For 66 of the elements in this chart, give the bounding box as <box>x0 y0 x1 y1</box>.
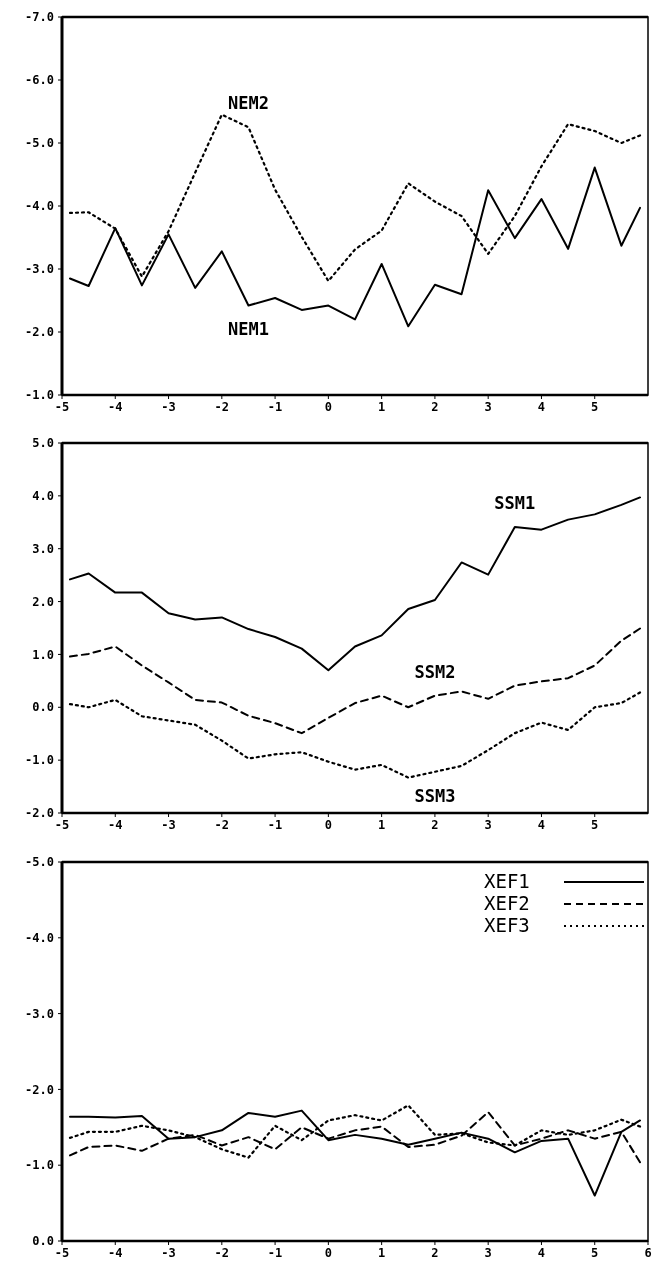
series-label: SSM1 <box>494 492 536 513</box>
x-tick-label: -5 <box>54 818 70 832</box>
y-tick-label: -4.0 <box>25 199 54 214</box>
legend-label: XEF2 <box>484 892 530 914</box>
x-tick-label: 4 <box>537 400 546 414</box>
x-tick-label: 0 <box>324 400 332 414</box>
series-label: SSM3 <box>414 785 456 806</box>
legend-label: XEF1 <box>484 870 530 892</box>
x-tick-label: -5 <box>54 400 70 414</box>
x-tick-label: -2 <box>214 400 230 414</box>
x-tick-label: 1 <box>378 1246 386 1260</box>
y-tick-label: -5.0 <box>25 855 54 870</box>
y-tick-label: -1.0 <box>25 388 54 403</box>
y-tick-label: 2.0 <box>32 594 54 609</box>
y-tick-label: -2.0 <box>25 325 54 340</box>
y-tick-label: 0.0 <box>32 700 54 715</box>
x-tick-label: 1 <box>378 818 386 832</box>
line-series <box>68 1109 642 1197</box>
y-tick-label: -3.0 <box>25 262 54 277</box>
y-tick-label: 0.0 <box>32 1234 54 1249</box>
x-tick-label: 3 <box>484 400 492 414</box>
x-tick-label: -2 <box>214 1246 230 1260</box>
x-tick-label: -4 <box>108 818 123 832</box>
x-tick-label: 3 <box>484 818 492 832</box>
x-tick-label: 6 <box>644 1246 652 1260</box>
y-tick-label: -2.0 <box>25 1082 54 1097</box>
y-tick-label: -6.0 <box>25 73 54 88</box>
line-series <box>68 691 642 779</box>
x-tick-label: -1 <box>267 400 283 414</box>
y-tick-label: -5.0 <box>25 136 54 151</box>
y-tick-label: 4.0 <box>32 489 54 504</box>
x-tick-label: -2 <box>214 818 230 832</box>
x-tick-label: 4 <box>537 1246 546 1260</box>
x-tick-label: 2 <box>431 1246 439 1260</box>
x-tick-label: 5 <box>591 1246 599 1260</box>
x-tick-label: 0 <box>324 818 332 832</box>
y-tick-label: -1.0 <box>25 753 54 768</box>
y-tick-label: 3.0 <box>32 541 54 556</box>
x-tick-label: 2 <box>431 400 439 414</box>
x-tick-label: -1 <box>267 1246 283 1260</box>
x-tick-label: 5 <box>591 818 599 832</box>
y-tick-label: 1.0 <box>32 647 54 662</box>
series-label: SSM2 <box>414 661 456 682</box>
x-tick-label: -4 <box>108 1246 123 1260</box>
y-tick-label: -7.0 <box>25 10 54 25</box>
x-tick-label: 1 <box>378 400 386 414</box>
y-tick-label: -3.0 <box>25 1006 54 1021</box>
x-tick-label: 4 <box>537 818 546 832</box>
legend-label: XEF3 <box>484 914 530 936</box>
x-tick-label: -3 <box>161 400 176 414</box>
x-tick-label: 5 <box>591 400 599 414</box>
x-tick-label: -5 <box>54 1246 70 1260</box>
y-tick-label: -2.0 <box>25 806 54 821</box>
x-tick-label: 2 <box>431 818 439 832</box>
x-tick-label: 0 <box>324 1246 332 1260</box>
x-tick-label: -3 <box>161 818 176 832</box>
x-tick-label: -1 <box>267 818 283 832</box>
x-tick-label: -4 <box>108 400 123 414</box>
x-tick-label: -3 <box>161 1246 176 1260</box>
series-label: NEM1 <box>227 319 269 340</box>
y-tick-label: -4.0 <box>25 931 54 945</box>
series-label: NEM2 <box>227 93 269 114</box>
line-series <box>68 627 642 735</box>
x-tick-label: 3 <box>484 1246 492 1260</box>
y-tick-label: 5.0 <box>32 436 54 451</box>
y-tick-label: -1.0 <box>25 1158 54 1173</box>
